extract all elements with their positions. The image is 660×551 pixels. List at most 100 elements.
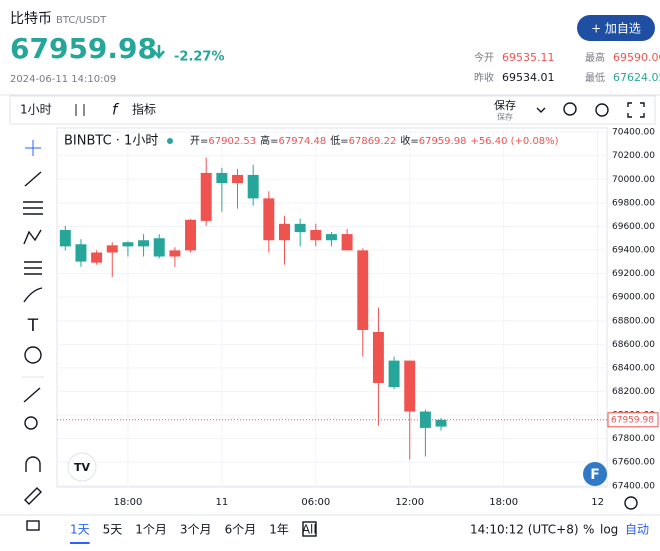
stat-label: 最低 [585,71,605,84]
crosshair-tool[interactable] [25,140,41,156]
bottom-percent[interactable]: % [583,523,594,537]
x-tick-label: 12:00 [395,497,424,508]
down-arrow [153,45,165,59]
x-tick-label: 11 [215,497,228,508]
add-button-label[interactable]: + 加自选 [591,22,641,36]
candle-body [357,250,369,330]
stat-value: 69534.01 [502,71,555,84]
y-tick-label: 70200.00 [612,151,655,161]
y-tick-label: 69600.00 [612,222,655,232]
legend-label: 低= [330,134,348,147]
candle-body [279,223,290,241]
alert-icon[interactable] [563,102,577,116]
candle-body [341,234,353,251]
last-price-label: 67959.98 [611,415,654,425]
y-tick-label: 69400.00 [612,246,655,256]
plot: 70400.00 70200.00 70000.00 69800.00 69600.00… [57,128,659,508]
y-tick-label: 68800.00 [612,316,655,326]
ruler-tool[interactable] [23,387,41,403]
candle-body [325,234,337,241]
candle-body [435,419,447,427]
y-tick-label: 68600.00 [612,340,655,350]
candle-body [263,198,275,241]
candle-body [216,172,228,184]
candle-body [106,245,118,253]
candle-icon[interactable] [75,104,85,116]
candle-body [122,242,134,247]
legend-label: 开= [190,136,208,147]
y-tick-label: 67600.00 [612,458,655,468]
save[interactable]: 保存 [494,98,516,112]
stat-value: 69535.11 [502,51,555,64]
candle-body [372,331,384,384]
zoom-tool[interactable] [24,416,38,430]
emoji-tool[interactable] [24,346,42,364]
x-tick-label: 06:00 [301,497,330,508]
settings-icon[interactable] [595,103,609,117]
y-tick-label: 69000.00 [612,293,655,303]
add-button[interactable] [577,15,655,41]
title: 比特币 [10,11,52,27]
f-badge[interactable] [583,462,607,486]
text-tool[interactable]: T [27,316,39,336]
y-tick-label: 68200.00 [612,387,655,397]
bottom-auto[interactable]: 自动 [625,523,649,537]
legend-value: 67974.48 [279,136,327,147]
line-tool[interactable] [24,171,42,187]
magnet-tool[interactable] [25,456,41,472]
indicators[interactable]: 指标 [132,102,156,117]
stat-label: 最高 [585,51,605,64]
legend: 开= 67902.53 高= 67974.48 低= 67869.22 收= 67959.98… [190,134,559,147]
bottom-clock[interactable]: 14:10:12 (UTC+8) [470,523,579,537]
bottom-log[interactable]: log [600,523,618,537]
range-button[interactable]: 1天 [70,523,90,537]
pattern-tool[interactable] [23,229,42,245]
x-tick-label: 18:00 [489,497,518,508]
candle-body [247,174,259,199]
candle-body [232,174,243,184]
candle-body [185,219,197,251]
candle-body [75,244,87,262]
candle-body [388,360,400,388]
timestamp: 2024-06-11 14:10:09 [10,74,116,85]
axis-settings[interactable] [624,496,638,510]
candle-body [310,229,322,241]
legend-value: +56.40 (+0.08%) [470,136,558,147]
range-button[interactable]: 1年 [269,523,289,537]
x-tick-label: 12 [591,497,604,508]
lock-draw-tool[interactable] [24,487,42,505]
change: -2.27% [174,50,225,65]
legend-value: 67959.98 [419,136,467,147]
symbol: BINBTC · 1小时 [64,134,158,149]
range-button[interactable]: 1个月 [135,523,167,537]
legend-value: 67902.53 [208,136,256,147]
fullscreen-icon[interactable] [627,102,645,118]
range-button[interactable]: 6个月 [225,523,257,537]
range-button[interactable]: All [302,523,317,537]
forecast-tool[interactable] [24,261,42,275]
range-button[interactable]: 5天 [103,523,123,537]
stat-value: 69590.00 [613,51,660,64]
f-badge-text[interactable]: F [590,467,600,483]
stat-label: 今开 [474,51,494,64]
y-tick-label: 67400.00 [612,481,655,491]
drawing-tools: T [22,140,44,531]
fx-icon[interactable]: f [112,101,120,119]
fib-tool[interactable] [23,201,43,215]
lock-tool[interactable] [26,520,40,531]
range-button[interactable]: 3个月 [180,523,212,537]
pair: BTC/USDT [56,15,107,26]
x-tick-label: 18:00 [114,497,143,508]
goto-date[interactable] [302,521,317,537]
candle-body [59,229,71,247]
save-sub: 保存 [497,112,513,122]
candle-body [138,240,150,247]
chevron[interactable] [536,107,546,113]
brush-tool[interactable] [23,287,43,303]
tv-logo [67,452,97,482]
candle-body [153,238,165,257]
interval[interactable]: 1小时 [20,103,52,117]
legend-label: 高= [260,134,278,147]
y-tick-label: 69800.00 [612,198,655,208]
plot-frame [56,127,608,488]
